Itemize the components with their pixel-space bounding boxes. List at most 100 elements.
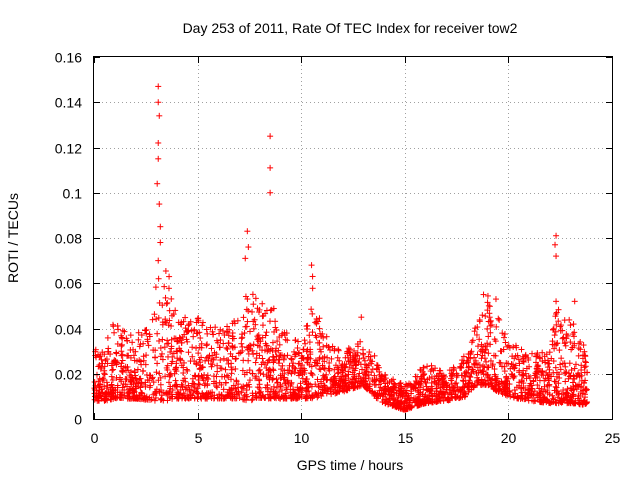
data-point — [398, 399, 405, 406]
data-point — [193, 319, 200, 326]
data-point — [280, 355, 287, 362]
data-point — [127, 332, 134, 339]
data-point — [431, 379, 438, 386]
data-point — [326, 359, 333, 366]
data-point — [304, 384, 311, 391]
data-point — [359, 346, 366, 353]
data-point — [582, 363, 589, 370]
data-point — [185, 322, 192, 329]
data-point — [550, 398, 557, 405]
data-point — [191, 395, 198, 402]
data-point — [415, 380, 422, 387]
data-point — [285, 369, 292, 376]
data-point — [381, 385, 388, 392]
data-point — [415, 388, 422, 395]
data-point — [549, 392, 556, 399]
data-point — [553, 340, 560, 347]
data-point — [239, 347, 246, 354]
data-point — [149, 316, 156, 323]
data-point — [267, 394, 274, 401]
data-point — [172, 377, 179, 384]
data-point — [236, 394, 243, 401]
data-point — [154, 180, 161, 187]
data-point — [484, 307, 491, 314]
data-point — [101, 367, 108, 374]
data-point — [186, 388, 193, 395]
chart-title: Day 253 of 2011, Rate Of TEC Index for r… — [183, 20, 518, 36]
data-point — [462, 373, 469, 380]
data-point — [312, 319, 319, 326]
data-point — [266, 356, 273, 363]
data-point — [567, 372, 574, 379]
data-point — [267, 318, 274, 325]
data-point — [276, 334, 283, 341]
data-point — [562, 363, 569, 370]
data-point — [124, 390, 131, 397]
data-point — [267, 345, 274, 352]
tick-marks — [94, 57, 613, 420]
data-point — [275, 356, 282, 363]
data-point — [296, 394, 303, 401]
data-point — [241, 371, 248, 378]
data-point — [259, 300, 266, 307]
data-point — [334, 370, 341, 377]
data-point — [422, 378, 429, 385]
data-point — [217, 326, 224, 333]
data-point — [270, 305, 277, 312]
data-point — [243, 306, 250, 313]
data-point — [246, 367, 253, 374]
data-point — [559, 327, 566, 334]
data-point — [144, 336, 151, 343]
data-point — [570, 391, 577, 398]
data-point — [557, 398, 564, 405]
data-point — [104, 382, 111, 389]
data-point — [497, 348, 504, 355]
data-point — [281, 374, 288, 381]
data-point — [569, 331, 576, 338]
data-point — [177, 321, 184, 328]
data-point — [514, 394, 521, 401]
data-point — [362, 380, 369, 387]
data-point — [279, 393, 286, 400]
data-point — [218, 373, 225, 380]
data-point — [266, 374, 273, 381]
data-point — [171, 335, 178, 342]
data-point — [335, 380, 342, 387]
data-point — [303, 393, 310, 400]
data-point — [278, 366, 285, 373]
data-point — [209, 328, 216, 335]
data-point — [158, 387, 165, 394]
data-point — [390, 391, 397, 398]
data-point — [240, 383, 247, 390]
data-point — [389, 402, 396, 409]
data-point — [440, 388, 447, 395]
data-point — [164, 299, 171, 306]
data-point — [172, 366, 179, 373]
data-point — [279, 370, 286, 377]
data-point — [190, 380, 197, 387]
y-tick-label: 0.02 — [55, 367, 82, 383]
data-point — [312, 389, 319, 396]
data-point — [520, 355, 527, 362]
data-point — [582, 358, 589, 365]
data-point — [484, 292, 491, 299]
data-point — [388, 377, 395, 384]
x-tick-label: 0 — [91, 430, 99, 446]
data-point — [486, 310, 493, 317]
data-point — [316, 356, 323, 363]
data-point — [113, 350, 120, 357]
data-point — [346, 349, 353, 356]
data-point — [225, 374, 232, 381]
data-point — [255, 332, 262, 339]
data-point — [254, 342, 261, 349]
data-point — [503, 374, 510, 381]
data-point — [476, 318, 483, 325]
data-point — [97, 381, 104, 388]
data-point — [155, 99, 162, 106]
data-point — [466, 373, 473, 380]
data-point — [306, 339, 313, 346]
data-point — [558, 355, 565, 362]
data-point — [195, 372, 202, 379]
data-point — [485, 333, 492, 340]
data-point — [197, 359, 204, 366]
